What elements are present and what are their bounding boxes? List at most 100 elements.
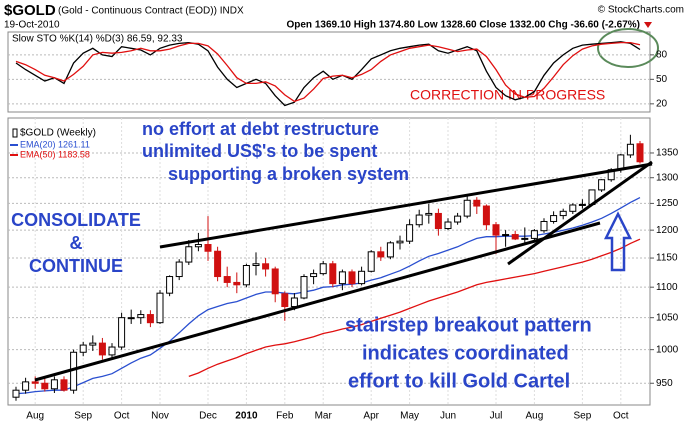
quote: Open 1369.10 High 1374.80 Low 1328.60 Cl… [286,20,640,31]
y-tick-label: 20 [656,98,668,109]
candle-body [79,344,87,353]
candle-body [41,382,49,390]
candle-body [636,143,644,163]
candle-body [31,381,39,384]
y-tick-label: 950 [656,378,673,389]
candle-body [358,270,366,285]
annotation: CONSOLIDATE [11,210,141,230]
down-arrow [644,22,652,28]
trend-lines [34,160,653,382]
candle-body [598,179,606,191]
y-tick-label: 1100 [656,282,678,293]
candle-body [626,143,634,156]
candle-body [233,281,241,286]
x-tick-label: Aug [26,411,44,422]
series-line [15,41,641,107]
candle-body [310,273,318,278]
candle-body [242,265,250,286]
x-tick-label: Feb [276,411,294,422]
candle-body [22,381,30,391]
legend-label: EMA(20) 1261.11 [20,139,90,149]
candle-body [578,203,586,206]
annotation: supporting a broken system [168,164,409,184]
x-tick-label: Mar [315,411,333,422]
x-tick-label: May [400,411,419,422]
candle-body [463,199,471,217]
x-tick-label: Oct [613,411,629,422]
annotation: no effort at debt restructure [142,119,379,139]
symbol: $GOLD [4,2,56,19]
candle-body [425,212,433,216]
candle-body [194,244,202,248]
candle-body [540,220,548,232]
candle-body [175,261,183,278]
candle-body [89,342,97,346]
y-tick-label: 1000 [656,344,679,355]
candle-body [185,246,193,263]
candle-body [166,276,174,294]
y-tick-label: 50 [656,74,668,85]
y-tick-label: 1150 [656,253,678,264]
x-tick-label: Jul [490,411,503,422]
candle-body [348,271,356,285]
annotation: CONTINUE [29,256,123,276]
x-tick-label: Aug [526,411,544,422]
annotation: & [70,233,83,253]
description: (Gold - Continuous Contract (EOD)) INDX [58,6,244,17]
candle-body [329,263,337,285]
candle-body [473,199,481,207]
candle-body [415,214,423,226]
candle-body [569,204,577,212]
trend-line [159,162,653,249]
y-tick-label: 1200 [656,225,679,236]
x-tick-label: 2010 [235,411,258,422]
candle-body [290,297,298,308]
date: 19-Oct-2010 [4,20,60,31]
legend-swatch [12,128,18,138]
candle-body [367,251,375,272]
annotation: stairstep breakout pattern [345,314,592,336]
x-tick-label: Dec [199,411,217,422]
candle-body [137,314,145,319]
y-tick-label: 1050 [656,312,679,323]
candle-body [118,317,126,348]
candle-body [559,210,567,217]
x-tick-label: Sep [74,411,92,422]
annotation: indicates coordinated [362,342,569,364]
candle-body [338,271,346,285]
series-line [188,238,641,378]
candle-body [60,379,68,391]
trend-line [34,221,601,382]
candle-body [530,230,538,239]
sto-title: Slow STO %K(14) %D(3) 86.59, 92.33 [12,34,183,45]
candle-body [98,342,106,356]
candle-body [434,212,442,230]
candle-body [146,314,154,324]
candle-body [396,240,404,244]
up-arrow [603,211,633,272]
candle-body [482,205,490,226]
candle-body [454,215,462,223]
candle-body [444,221,452,230]
legend: $GOLD (Weekly) [12,128,96,139]
y-tick-label: 1250 [656,198,679,209]
x-tick-label: Jun [440,411,456,422]
candle-body [271,268,279,295]
candle-body [502,234,510,237]
candle-body [300,276,308,299]
candle-body [262,263,270,270]
highlight-ellipse [597,28,659,68]
candle-body [108,346,116,356]
candle-body [377,251,385,258]
x-tick-label: Oct [114,411,130,422]
y-tick-label: 1300 [656,172,679,183]
copyright: © StockCharts.com [598,5,684,16]
legend-label: EMA(50) 1183.58 [20,149,90,159]
candle-body [492,224,500,236]
annotation: unlimited US$'s to be spent [142,141,377,161]
legend-label: $GOLD (Weekly) [20,128,96,139]
candle-body [156,292,164,324]
candle-body [204,244,212,252]
x-tick-label: Apr [363,411,379,422]
